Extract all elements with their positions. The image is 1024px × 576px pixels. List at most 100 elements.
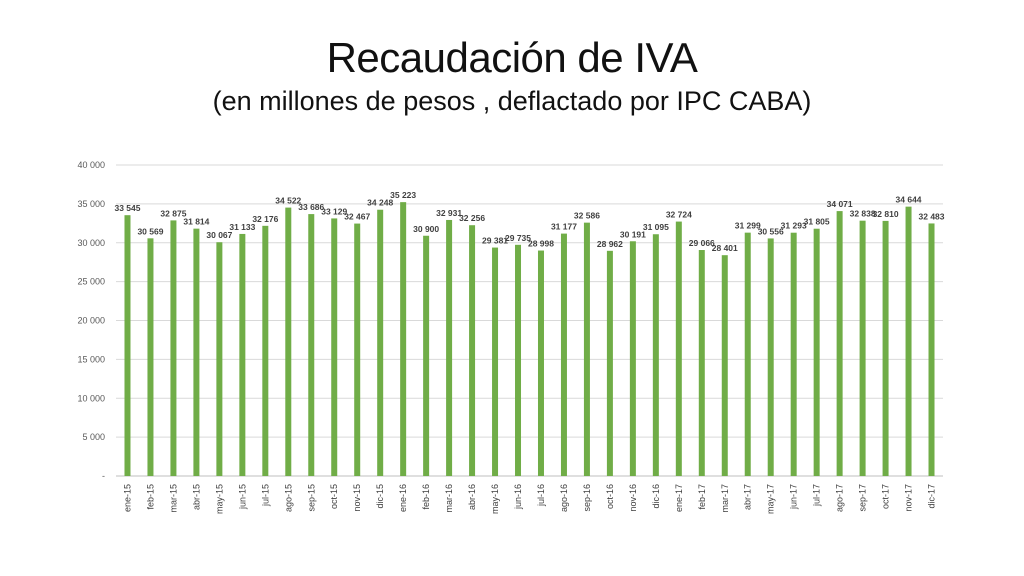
bar <box>859 220 866 476</box>
bar <box>905 206 912 477</box>
data-label: 32 256 <box>459 213 485 223</box>
data-label: 32 586 <box>574 211 600 221</box>
bar <box>606 250 613 476</box>
data-label: 30 900 <box>413 224 439 234</box>
data-label: 30 067 <box>206 230 232 240</box>
data-label: 29 735 <box>505 233 531 243</box>
bar <box>515 244 522 476</box>
x-tick-label: ene-15 <box>122 484 132 512</box>
x-tick-label: jul-17 <box>812 484 822 507</box>
bar <box>629 241 636 476</box>
x-tick-label: nov-15 <box>352 484 362 512</box>
x-tick-label: abr-17 <box>743 484 753 510</box>
bar <box>285 207 292 477</box>
data-label: 30 569 <box>137 226 163 236</box>
bar <box>744 232 751 476</box>
x-tick-label: may-17 <box>766 484 776 514</box>
data-label: 34 644 <box>896 195 922 205</box>
bar <box>790 232 797 476</box>
x-tick-label: mar-15 <box>168 484 178 513</box>
data-label: 32 483 <box>919 211 945 221</box>
x-tick-label: feb-16 <box>421 484 431 510</box>
y-axis-ticks: - 5 000 10 000 15 000 20 000 25 000 30 000 35 0… <box>77 160 105 481</box>
data-label: 31 095 <box>643 222 669 232</box>
data-label: 30 556 <box>758 226 784 236</box>
data-label: 33 545 <box>114 203 140 213</box>
data-label: 28 962 <box>597 239 623 249</box>
y-tick-label: - <box>102 471 105 481</box>
bar <box>882 220 889 476</box>
data-label: 31 805 <box>804 217 830 227</box>
bar <box>423 235 430 476</box>
y-tick-label: 30 000 <box>77 238 105 248</box>
x-tick-label: nov-17 <box>904 484 914 512</box>
data-label: 32 931 <box>436 208 462 218</box>
bar <box>239 233 246 476</box>
x-tick-label: sep-16 <box>582 484 592 512</box>
bar <box>170 220 177 476</box>
bar <box>446 219 453 476</box>
bar <box>560 233 567 476</box>
x-tick-label: oct-16 <box>605 484 615 509</box>
bar <box>721 255 728 476</box>
data-label: 32 875 <box>160 208 186 218</box>
bar <box>767 238 774 476</box>
data-label: 34 071 <box>827 199 853 209</box>
data-label: 29 066 <box>689 238 715 248</box>
x-tick-label: mar-16 <box>444 484 454 513</box>
x-axis-ticks: ene-15 feb-15 mar-15 abr-15 may-15 jun-15 jul-… <box>122 484 936 514</box>
y-tick-label: 10 000 <box>77 393 105 403</box>
data-label: 32 838 <box>850 209 876 219</box>
data-label: 31 177 <box>551 222 577 232</box>
bar <box>400 202 407 476</box>
bar <box>331 218 338 476</box>
page-title: Recaudación de IVA <box>326 34 698 81</box>
data-label: 32 724 <box>666 210 692 220</box>
data-label: 30 191 <box>620 229 646 239</box>
x-tick-label: jul-16 <box>536 484 546 507</box>
bar <box>354 223 361 476</box>
data-label: 32 467 <box>344 212 370 222</box>
data-label: 34 248 <box>367 198 393 208</box>
bar <box>928 223 935 476</box>
bar <box>836 211 843 477</box>
x-tick-label: nov-16 <box>628 484 638 512</box>
data-label: 33 129 <box>321 206 347 216</box>
page-subtitle: (en millones de pesos , deflactado por I… <box>212 86 812 116</box>
y-tick-label: 5 000 <box>82 432 105 442</box>
data-label: 33 686 <box>298 202 324 212</box>
bar <box>147 238 154 476</box>
bar <box>469 225 476 476</box>
x-tick-label: oct-17 <box>881 484 891 509</box>
x-tick-label: ene-16 <box>398 484 408 512</box>
x-tick-label: feb-15 <box>145 484 155 510</box>
bar <box>652 234 659 476</box>
bar <box>262 225 269 476</box>
data-label: 34 522 <box>275 196 301 206</box>
gridlines <box>116 164 943 477</box>
bar <box>193 228 200 476</box>
x-tick-label: jun-17 <box>789 484 799 510</box>
x-tick-label: abr-16 <box>467 484 477 510</box>
x-tick-label: may-15 <box>214 484 224 514</box>
data-label: 31 293 <box>781 221 807 231</box>
x-tick-label: dic-15 <box>375 484 385 509</box>
data-label: 31 814 <box>183 217 209 227</box>
bar <box>698 250 705 476</box>
x-tick-label: may-16 <box>490 484 500 514</box>
x-tick-label: feb-17 <box>697 484 707 510</box>
bar <box>813 228 820 476</box>
bar <box>537 250 544 476</box>
y-tick-label: 15 000 <box>77 354 105 364</box>
x-tick-label: jun-16 <box>513 484 523 510</box>
data-label: 28 998 <box>528 239 554 249</box>
x-tick-label: oct-15 <box>329 484 339 509</box>
data-label: 29 381 <box>482 236 508 246</box>
bars <box>124 202 935 477</box>
x-tick-label: jun-15 <box>237 484 247 510</box>
bar <box>377 209 384 476</box>
y-tick-label: 20 000 <box>77 316 105 326</box>
bar <box>124 215 131 476</box>
y-tick-label: 40 000 <box>77 160 105 170</box>
